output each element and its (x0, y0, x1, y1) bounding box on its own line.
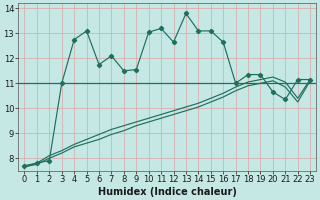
X-axis label: Humidex (Indice chaleur): Humidex (Indice chaleur) (98, 187, 237, 197)
